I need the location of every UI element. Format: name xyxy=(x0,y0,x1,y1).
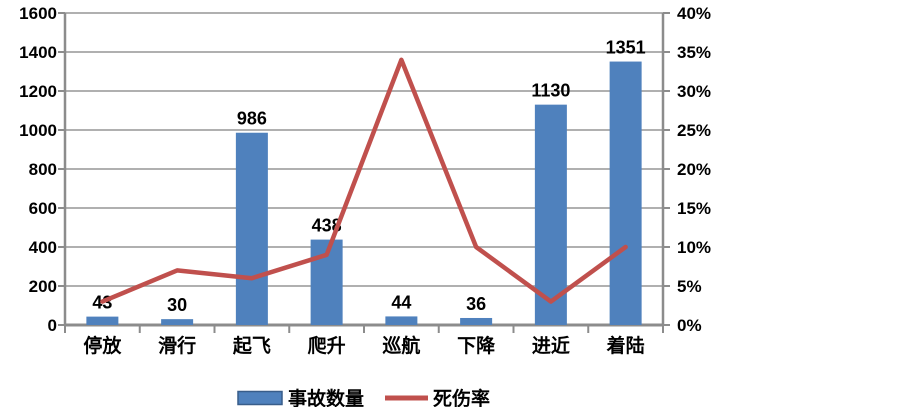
category-label: 停放 xyxy=(83,334,122,357)
category-label: 着陆 xyxy=(607,334,645,357)
legend-bar-label: 事故数量 xyxy=(288,387,364,407)
left-axis-tick-label: 1200 xyxy=(19,82,57,101)
right-axis-tick-label: 25% xyxy=(677,121,711,140)
bar xyxy=(534,104,567,326)
legend-bar-swatch xyxy=(237,390,283,406)
legend-line-label: 死伤率 xyxy=(433,387,490,407)
bar-value-label: 986 xyxy=(237,109,267,129)
category-label: 巡航 xyxy=(382,334,420,357)
right-axis-tick-label: 0% xyxy=(677,316,702,335)
bar-value-label: 36 xyxy=(466,294,486,314)
category-label: 滑行 xyxy=(158,334,196,357)
bar-value-label: 44 xyxy=(391,292,411,312)
bar xyxy=(86,316,119,325)
category-label: 进近 xyxy=(532,335,570,357)
right-axis-tick-label: 30% xyxy=(677,82,711,101)
category-label: 起飞 xyxy=(232,335,271,357)
right-axis-tick-label: 20% xyxy=(677,160,711,179)
bar xyxy=(385,316,418,325)
bar-value-label: 1351 xyxy=(606,38,646,58)
category-label: 爬升 xyxy=(307,334,346,357)
bar-value-label: 1130 xyxy=(531,81,570,101)
series-line xyxy=(100,57,628,304)
left-axis-tick-label: 800 xyxy=(29,160,57,179)
right-axis-tick-label: 10% xyxy=(677,238,711,257)
bar xyxy=(235,132,268,325)
category-label: 下降 xyxy=(457,334,496,357)
left-axis-tick-label: 600 xyxy=(29,199,57,218)
bar xyxy=(460,317,493,325)
left-axis-tick-label: 1000 xyxy=(19,121,57,140)
bar-value-label: 30 xyxy=(167,295,187,315)
left-axis-tick-label: 0 xyxy=(48,316,57,335)
right-axis-tick-label: 40% xyxy=(677,4,711,23)
right-axis-tick-label: 5% xyxy=(677,277,702,296)
right-axis-tick-label: 35% xyxy=(677,43,711,62)
bar xyxy=(609,61,642,326)
right-axis-tick-label: 15% xyxy=(677,199,711,218)
left-axis-tick-label: 1400 xyxy=(19,43,57,62)
left-axis-tick-label: 1600 xyxy=(19,4,57,23)
bar xyxy=(161,319,194,325)
left-axis-tick-label: 200 xyxy=(29,277,57,296)
left-axis-tick-label: 400 xyxy=(29,238,57,257)
